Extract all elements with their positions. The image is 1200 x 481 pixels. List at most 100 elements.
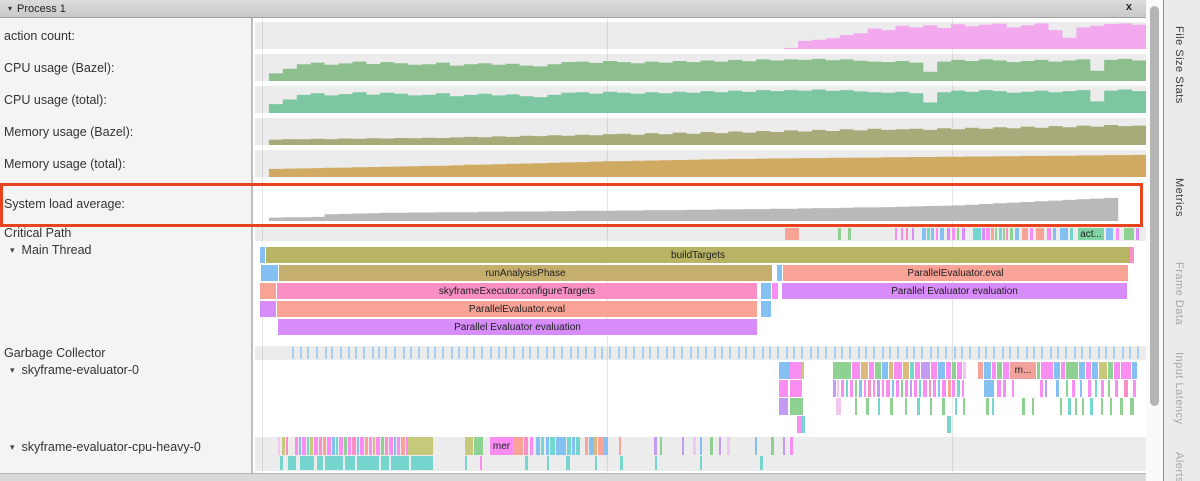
slice-parallelevaluatoreval[interactable]: ParallelEvaluator.eval	[783, 265, 1128, 281]
slice[interactable]	[598, 437, 604, 455]
slice[interactable]	[278, 437, 280, 455]
gc-tick[interactable]	[642, 347, 644, 359]
slice-act[interactable]: act...	[1078, 228, 1104, 240]
slice[interactable]	[963, 362, 966, 379]
slice[interactable]	[785, 228, 799, 240]
slice[interactable]	[352, 437, 356, 455]
slice[interactable]	[889, 362, 893, 379]
slice[interactable]	[288, 456, 296, 470]
slice[interactable]	[1088, 380, 1091, 397]
slice-parallelevaluatorevaluation[interactable]: Parallel Evaluator evaluation	[782, 283, 1127, 299]
gc-tick[interactable]	[594, 347, 596, 359]
slice[interactable]	[1061, 362, 1065, 379]
slice[interactable]	[381, 437, 384, 455]
gc-tick[interactable]	[513, 347, 515, 359]
slice[interactable]	[952, 380, 955, 397]
gc-tick[interactable]	[451, 347, 453, 359]
slice[interactable]	[1022, 228, 1028, 240]
gc-tick[interactable]	[1017, 347, 1019, 359]
vertical-scrollbar[interactable]	[1146, 0, 1163, 481]
gc-tick[interactable]	[316, 347, 318, 359]
slice[interactable]	[360, 437, 364, 455]
gc-tick[interactable]	[729, 347, 731, 359]
gc-tick[interactable]	[873, 347, 875, 359]
slice[interactable]	[978, 362, 983, 379]
slice[interactable]	[286, 437, 288, 455]
gc-tick[interactable]	[403, 347, 405, 359]
slice[interactable]	[620, 456, 623, 470]
slice[interactable]	[933, 380, 936, 397]
gc-tick[interactable]	[537, 347, 539, 359]
gc-tick[interactable]	[372, 347, 374, 359]
gc-tick[interactable]	[930, 347, 932, 359]
slice[interactable]	[912, 228, 914, 240]
slice[interactable]	[408, 437, 433, 455]
gc-tick[interactable]	[609, 347, 611, 359]
slice[interactable]	[700, 456, 702, 470]
slice[interactable]	[406, 437, 408, 455]
mem-bazel-chart[interactable]	[255, 118, 1146, 145]
slice[interactable]	[381, 456, 389, 470]
slice[interactable]	[896, 380, 899, 397]
slice[interactable]	[1130, 398, 1134, 415]
gc-tick[interactable]	[466, 347, 468, 359]
slice[interactable]	[957, 380, 960, 397]
slice[interactable]	[1114, 362, 1120, 379]
slice[interactable]	[882, 362, 888, 379]
slice[interactable]	[465, 456, 467, 470]
slice[interactable]	[1037, 362, 1040, 379]
slice[interactable]	[984, 380, 994, 397]
slice[interactable]	[693, 437, 696, 455]
gc-tick[interactable]	[673, 347, 675, 359]
gc-tick[interactable]	[1002, 347, 1004, 359]
slice[interactable]	[910, 380, 912, 397]
slice[interactable]	[1030, 228, 1033, 240]
slice[interactable]	[1099, 362, 1107, 379]
gc-tick[interactable]	[546, 347, 548, 359]
slice[interactable]	[1092, 362, 1098, 379]
slice[interactable]	[936, 228, 938, 240]
gc-tick[interactable]	[553, 347, 555, 359]
slice[interactable]	[997, 380, 1001, 397]
slice[interactable]	[915, 362, 920, 379]
slice[interactable]	[302, 437, 306, 455]
gc-tick[interactable]	[394, 347, 396, 359]
gc-tick[interactable]	[745, 347, 747, 359]
slice[interactable]	[1106, 228, 1113, 240]
vertical-scrollbar-thumb[interactable]	[1150, 6, 1159, 406]
slice[interactable]	[1045, 380, 1047, 397]
gc-tick[interactable]	[1081, 347, 1083, 359]
slice-runanalysisphase[interactable]: runAnalysisPhase	[279, 265, 772, 281]
gc-tick[interactable]	[666, 347, 668, 359]
gc-tick[interactable]	[945, 347, 947, 359]
slice[interactable]	[530, 437, 533, 455]
slice[interactable]	[1003, 380, 1006, 397]
gc-tick[interactable]	[292, 347, 294, 359]
slice[interactable]	[772, 283, 778, 299]
gc-tick[interactable]	[1050, 347, 1052, 359]
gc-tick[interactable]	[434, 347, 436, 359]
slice[interactable]	[999, 228, 1002, 240]
slice[interactable]	[357, 437, 359, 455]
slice[interactable]	[727, 437, 730, 455]
slice[interactable]	[841, 380, 844, 397]
slice[interactable]	[1101, 398, 1103, 415]
gc-tick[interactable]	[657, 347, 659, 359]
slice[interactable]	[280, 456, 283, 470]
slice[interactable]	[929, 380, 931, 397]
slice[interactable]	[779, 362, 790, 379]
slice[interactable]	[962, 228, 965, 240]
slice[interactable]	[895, 228, 897, 240]
slice[interactable]	[345, 456, 355, 470]
slice[interactable]	[536, 437, 540, 455]
slice[interactable]	[946, 362, 951, 379]
slice[interactable]	[550, 437, 555, 455]
gc-tick[interactable]	[1105, 347, 1107, 359]
slice[interactable]	[922, 228, 926, 240]
gc-tick[interactable]	[601, 347, 603, 359]
slice[interactable]	[894, 362, 902, 379]
slice[interactable]	[779, 380, 788, 397]
slice[interactable]	[919, 380, 921, 397]
slice[interactable]	[376, 437, 380, 455]
slice[interactable]	[947, 416, 951, 433]
